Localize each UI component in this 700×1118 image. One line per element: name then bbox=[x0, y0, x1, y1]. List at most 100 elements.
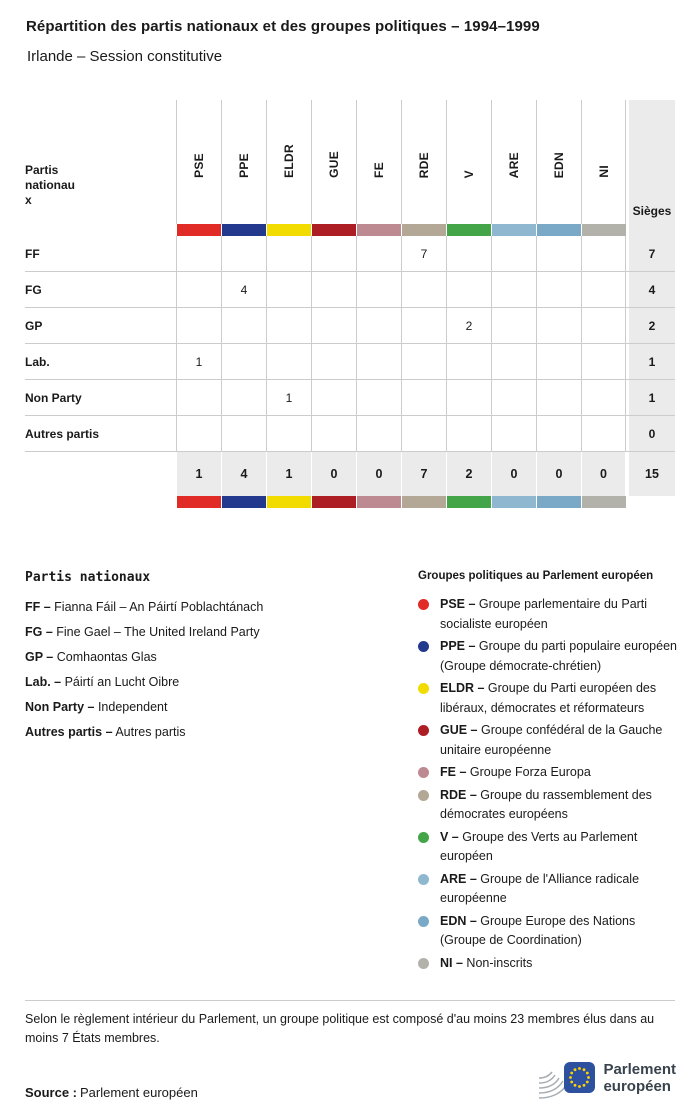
cell-value bbox=[401, 308, 446, 343]
table-row: FG 4 4 bbox=[25, 272, 675, 308]
seats-table: Partis nationaux PSE PPE ELDR GUE FE RDE V ARE ED… bbox=[25, 100, 675, 508]
group-header-V: V bbox=[446, 100, 491, 224]
page-title: Répartition des partis nationaux et des … bbox=[26, 18, 540, 35]
cell-value bbox=[221, 236, 266, 271]
cell-value bbox=[356, 416, 401, 451]
cell-value bbox=[536, 236, 581, 271]
cell-value bbox=[266, 344, 311, 379]
cell-value bbox=[491, 308, 536, 343]
group-color-bar-row bbox=[25, 224, 675, 236]
cell-value: 2 bbox=[446, 308, 491, 343]
legend-group-item: GUE – Groupe confédéral de la Gauche uni… bbox=[418, 721, 678, 760]
group-header-ELDR: ELDR bbox=[266, 100, 311, 224]
color-bar-ARE bbox=[491, 496, 536, 508]
legend-party-item: Lab. – Páirtí an Lucht Oibre bbox=[25, 675, 180, 689]
ep-logo: Parlement européen bbox=[538, 1056, 676, 1100]
group-code: EDN – bbox=[440, 913, 477, 928]
party-name: Non Party bbox=[25, 390, 82, 405]
cell-value bbox=[311, 416, 356, 451]
party-name: Autres partis bbox=[25, 426, 100, 441]
cell-value bbox=[581, 344, 626, 379]
seats-value: 2 bbox=[629, 308, 675, 343]
group-label: RDE bbox=[417, 151, 431, 178]
legend-party-item: Non Party – Independent bbox=[25, 700, 168, 714]
party-code: Non Party – bbox=[25, 700, 95, 714]
cell-value bbox=[491, 272, 536, 307]
legend-color-dot bbox=[418, 599, 429, 610]
group-header-RDE: RDE bbox=[401, 100, 446, 224]
color-bar-PPE bbox=[221, 224, 266, 236]
group-header-PPE: PPE bbox=[221, 100, 266, 224]
cell-value bbox=[446, 416, 491, 451]
ep-logo-line1: Parlement bbox=[603, 1061, 676, 1078]
total-value: 4 bbox=[221, 452, 266, 496]
cell-value: 1 bbox=[176, 344, 221, 379]
group-code: PSE – bbox=[440, 597, 476, 611]
source-line: Source : Parlement européen bbox=[25, 1085, 198, 1100]
seats-value: 4 bbox=[629, 272, 675, 307]
seats-value: 7 bbox=[629, 236, 675, 271]
cell-value bbox=[536, 344, 581, 379]
legend-parties-list: FF – Fianna Fáil – An Páirtí Poblachtána… bbox=[25, 599, 390, 740]
group-header-FE: FE bbox=[356, 100, 401, 224]
cell-value bbox=[221, 416, 266, 451]
table-row: Lab. 1 1 bbox=[25, 344, 675, 380]
color-bar-EDN bbox=[536, 496, 581, 508]
cell-value bbox=[266, 236, 311, 271]
table-total-row: 1 4 1 0 0 7 2 0 0 0 15 bbox=[25, 452, 675, 496]
cell-value bbox=[536, 308, 581, 343]
ep-logo-wordmark: Parlement européen bbox=[603, 1061, 676, 1095]
legend-party-item: FF – Fianna Fáil – An Páirtí Poblachtána… bbox=[25, 600, 264, 614]
color-bar-NI bbox=[581, 496, 626, 508]
cell-value bbox=[311, 272, 356, 307]
legend-color-dot bbox=[418, 915, 429, 927]
legend-groups-title: Groupes politiques au Parlement européen bbox=[418, 570, 654, 582]
total-value: 0 bbox=[491, 452, 536, 496]
group-header-PSE: PSE bbox=[176, 100, 221, 224]
group-label: V bbox=[462, 169, 476, 178]
cell-value bbox=[176, 272, 221, 307]
color-bar-PPE bbox=[221, 496, 266, 508]
empty-cell bbox=[629, 496, 675, 508]
color-bar-ELDR bbox=[266, 496, 311, 508]
party-code: Autres partis – bbox=[25, 725, 113, 739]
legend-group-item: ELDR – Groupe du Parti européen des libé… bbox=[418, 679, 678, 718]
party-code: FF – bbox=[25, 600, 51, 614]
color-bar-RDE bbox=[401, 224, 446, 236]
cell-value bbox=[311, 308, 356, 343]
group-header-ARE: ARE bbox=[491, 100, 536, 224]
legend-color-dot bbox=[418, 641, 429, 652]
total-value: 0 bbox=[311, 452, 356, 496]
cell-value bbox=[446, 344, 491, 379]
cell-value bbox=[311, 380, 356, 415]
group-label: GUE bbox=[327, 151, 341, 178]
seats-header: Sièges bbox=[629, 100, 675, 224]
legend-color-dot bbox=[418, 767, 429, 778]
legend-groups-list: PSE – Groupe parlementaire du Parti soci… bbox=[418, 595, 678, 973]
cell-value: 1 bbox=[266, 380, 311, 415]
color-bar-PSE bbox=[176, 496, 221, 508]
legend-national-parties: Partis nationaux FF – Fianna Fáil – An P… bbox=[25, 570, 390, 740]
cell-value bbox=[356, 380, 401, 415]
color-bar-ELDR bbox=[266, 224, 311, 236]
legend-group-item: FE – Groupe Forza Europa bbox=[418, 763, 678, 783]
cell-value bbox=[536, 380, 581, 415]
legend-color-dot bbox=[418, 873, 429, 885]
cell-value bbox=[266, 308, 311, 343]
group-code: V – bbox=[440, 829, 459, 844]
group-label: ELDR bbox=[282, 144, 296, 178]
group-code: FE – bbox=[440, 765, 467, 779]
table-row: GP 2 2 bbox=[25, 308, 675, 344]
party-code: FG – bbox=[25, 625, 53, 639]
legend-color-dot bbox=[418, 683, 429, 694]
color-bar-GUE bbox=[311, 496, 356, 508]
group-label: FE bbox=[372, 162, 386, 178]
total-value: 7 bbox=[401, 452, 446, 496]
cell-value bbox=[221, 344, 266, 379]
group-code: RDE – bbox=[440, 787, 477, 802]
cell-value bbox=[581, 380, 626, 415]
legend-parties-title: Partis nationaux bbox=[25, 570, 151, 585]
cell-value bbox=[356, 272, 401, 307]
cell-value bbox=[446, 236, 491, 271]
party-code: GP – bbox=[25, 650, 54, 664]
